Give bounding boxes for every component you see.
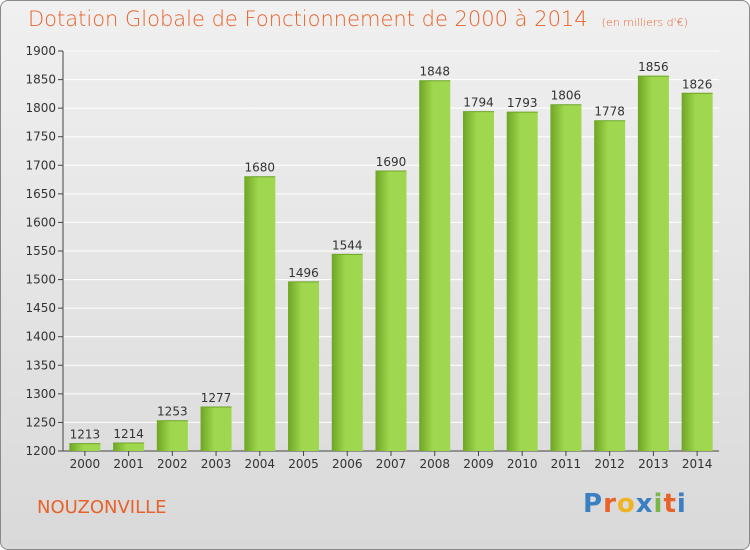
value-label: 1690 xyxy=(376,155,407,169)
x-tick-label: 2004 xyxy=(245,457,276,471)
logo-letter: r xyxy=(603,489,617,519)
x-tick-label: 2000 xyxy=(70,457,101,471)
x-tick-labels: 2000 2001 2002 2003 2004 2005 2006 2007 2008 2009… xyxy=(70,451,713,471)
y-tick-label: 1600 xyxy=(25,215,56,229)
y-tick-label: 1800 xyxy=(25,101,56,115)
bar xyxy=(637,76,669,452)
y-tick-label: 1200 xyxy=(25,444,56,458)
value-label: 1848 xyxy=(419,65,450,79)
y-tick-label: 1400 xyxy=(25,330,56,344)
x-tick-label: 2012 xyxy=(594,457,625,471)
value-label: 1793 xyxy=(507,96,538,110)
bar xyxy=(594,120,626,451)
logo-letter: P xyxy=(583,489,604,519)
x-tick-label: 2014 xyxy=(682,457,713,471)
value-label: 1253 xyxy=(157,405,188,419)
logo-letter: i xyxy=(676,489,687,519)
x-tick-label: 2003 xyxy=(201,457,232,471)
value-label: 1214 xyxy=(113,427,144,441)
y-tick-label: 1900 xyxy=(25,44,56,58)
bar xyxy=(419,80,451,451)
proxiti-logo[interactable]: Proxiti xyxy=(583,489,687,519)
y-tick-label: 1750 xyxy=(25,130,56,144)
x-tick-label: 2005 xyxy=(288,457,319,471)
logo-letter: t xyxy=(663,489,677,519)
value-label: 1544 xyxy=(332,238,363,252)
bar xyxy=(156,420,188,451)
title-text: Dotation Globale de Fonctionnement de 20… xyxy=(28,7,588,31)
logo-letter: o xyxy=(616,489,636,519)
bar xyxy=(69,443,101,451)
bar xyxy=(331,254,363,451)
y-tick-label: 1550 xyxy=(25,244,56,258)
value-label: 1277 xyxy=(201,391,232,405)
value-label: 1680 xyxy=(245,161,276,175)
y-tick-label: 1450 xyxy=(25,301,56,315)
value-labels: 1213 1214 1253 1277 1680 1496 1544 1690 1848 1794… xyxy=(70,60,713,441)
bar xyxy=(550,104,582,451)
x-tick-label: 2001 xyxy=(113,457,144,471)
value-label: 1778 xyxy=(594,105,625,119)
y-tick-label: 1300 xyxy=(25,387,56,401)
x-tick-label: 2008 xyxy=(419,457,450,471)
x-tick-label: 2011 xyxy=(551,457,582,471)
bars xyxy=(69,75,713,452)
x-tick-label: 2013 xyxy=(638,457,669,471)
y-tick-label: 1250 xyxy=(25,415,56,429)
y-tick-labels: 1200 1250 1300 1350 1400 1450 1500 1550 1600 1650… xyxy=(25,44,56,458)
bar xyxy=(375,171,407,451)
value-label: 1826 xyxy=(682,77,713,91)
town-name: NOUZONVILLE xyxy=(37,497,167,518)
bar xyxy=(200,407,232,451)
bar xyxy=(462,111,494,452)
y-tick-label: 1500 xyxy=(25,273,56,287)
bar xyxy=(244,176,276,451)
y-tick-label: 1700 xyxy=(25,158,56,172)
y-tick-label: 1350 xyxy=(25,358,56,372)
x-tick-label: 2002 xyxy=(157,457,188,471)
logo-letter: i xyxy=(653,489,664,519)
bar xyxy=(681,93,713,452)
bar xyxy=(506,112,538,452)
value-label: 1794 xyxy=(463,96,494,110)
y-tick-label: 1650 xyxy=(25,187,56,201)
x-tick-label: 2010 xyxy=(507,457,538,471)
value-label: 1806 xyxy=(551,89,582,103)
x-tick-label: 2006 xyxy=(332,457,363,471)
x-tick-label: 2007 xyxy=(376,457,407,471)
y-tick-label: 1850 xyxy=(25,73,56,87)
bar xyxy=(113,443,145,451)
chart-title: Dotation Globale de Fonctionnement de 20… xyxy=(28,7,688,31)
value-label: 1213 xyxy=(70,428,101,442)
chart-unit: (en milliers d'€) xyxy=(601,16,688,29)
logo-letter: x xyxy=(635,489,654,519)
value-label: 1496 xyxy=(288,266,319,280)
bar xyxy=(288,281,320,451)
x-tick-label: 2009 xyxy=(463,457,494,471)
value-label: 1856 xyxy=(638,60,669,74)
